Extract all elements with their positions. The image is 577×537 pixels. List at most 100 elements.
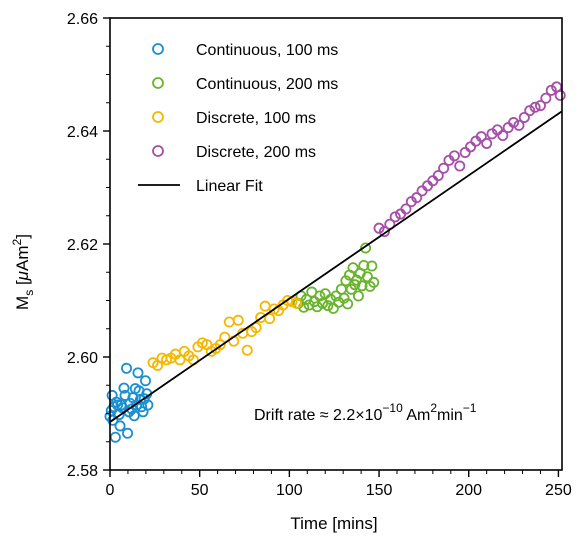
data-point <box>540 92 552 104</box>
y-axis-title-unit-open: [ <box>13 280 32 290</box>
data-point <box>368 276 380 288</box>
data-point <box>250 322 262 334</box>
data-point <box>107 414 119 426</box>
data-point <box>448 150 460 162</box>
series-3-points <box>147 294 303 371</box>
data-point <box>327 302 339 314</box>
data-point <box>352 290 364 302</box>
data-point <box>128 410 140 422</box>
plot-area <box>104 81 566 443</box>
data-point <box>454 160 466 172</box>
data-point <box>529 101 541 113</box>
data-point <box>389 211 401 223</box>
data-point <box>360 242 372 254</box>
data-point <box>311 301 323 313</box>
data-point <box>438 162 450 174</box>
data-point <box>378 226 390 238</box>
data-point <box>122 427 134 439</box>
data-point <box>347 262 359 274</box>
data-point <box>432 170 444 182</box>
data-point <box>481 137 493 149</box>
data-point <box>232 314 244 326</box>
data-point <box>314 290 326 302</box>
series-2-points <box>292 242 380 314</box>
data-point <box>554 89 566 101</box>
y-axis-title-unit: Am <box>13 245 32 271</box>
data-point <box>223 316 235 328</box>
data-point <box>142 399 154 411</box>
y-axis-title: Ms [μAm2] <box>10 234 36 310</box>
data-point <box>118 382 130 394</box>
data-point <box>342 298 354 310</box>
y-axis-title-unit-close: ] <box>13 234 32 239</box>
drift-rate-unit-min-exponent: −1 <box>463 401 477 415</box>
data-point <box>322 300 334 312</box>
data-point <box>174 354 186 366</box>
data-point <box>427 175 439 187</box>
y-tick-label: 2.58 <box>67 463 98 480</box>
legend-marker <box>152 145 164 157</box>
y-tick-label: 2.64 <box>67 124 98 141</box>
data-point <box>524 105 536 117</box>
y-axis-title-main: M <box>13 296 32 310</box>
drift-rate-exponent: −10 <box>382 401 403 415</box>
data-point <box>361 271 373 283</box>
data-point <box>400 203 412 215</box>
x-tick-label: 100 <box>276 482 303 499</box>
linear-fit-line <box>109 110 563 423</box>
x-tick-label: 150 <box>366 482 393 499</box>
data-point <box>416 185 428 197</box>
data-point <box>291 297 303 309</box>
drift-rate-text: Drift rate ≈ 2.2×10 <box>254 407 383 424</box>
axes: 0 50 100 150 200 250 2.58 2.60 2.62 2.64 2.66 <box>67 11 572 499</box>
data-point <box>366 260 378 272</box>
drift-rate-annotation: Drift rate ≈ 2.2×10−10 Am2min−1 <box>254 401 477 424</box>
drift-rate-unit-min: min <box>437 407 463 424</box>
data-point <box>508 117 520 129</box>
data-point <box>241 344 253 356</box>
data-point <box>545 84 557 96</box>
data-point <box>475 131 487 143</box>
data-point <box>421 180 433 192</box>
y-axis-title-mu: μ <box>13 270 32 281</box>
legend-marker <box>152 77 164 89</box>
data-point <box>121 362 133 374</box>
drift-rate-unit: Am <box>403 407 431 424</box>
data-point <box>140 375 152 387</box>
data-point <box>338 292 350 304</box>
data-point <box>132 367 144 379</box>
x-tick-label: 250 <box>545 482 572 499</box>
data-point <box>134 393 146 405</box>
data-point <box>465 141 477 153</box>
data-point <box>534 100 546 112</box>
data-point <box>497 130 509 142</box>
legend-marker <box>152 43 164 55</box>
x-tick-label: 50 <box>191 482 209 499</box>
legend-label: Linear Fit <box>196 178 263 195</box>
data-point <box>356 280 368 292</box>
legend-marker <box>152 111 164 123</box>
data-point <box>109 431 121 443</box>
data-point <box>518 111 530 123</box>
data-point <box>513 119 525 131</box>
series-1-points <box>104 362 154 443</box>
legend-label: Discrete, 100 ms <box>196 110 316 127</box>
series-4-points <box>373 81 566 238</box>
y-axis-title-subscript: s <box>22 290 36 296</box>
data-point <box>114 420 126 432</box>
legend-label: Continuous, 100 ms <box>196 42 338 59</box>
data-point <box>264 313 276 325</box>
data-point <box>340 275 352 287</box>
y-tick-label: 2.66 <box>67 11 98 28</box>
y-tick-label: 2.60 <box>67 350 98 367</box>
x-tick-label: 200 <box>455 482 482 499</box>
drift-rate-unit-exponent: 2 <box>430 401 437 415</box>
legend: Continuous, 100 ms Continuous, 200 ms Disc… <box>138 42 338 195</box>
legend-label: Continuous, 200 ms <box>196 76 338 93</box>
data-point <box>358 259 370 271</box>
y-axis-title-unit-superscript: 2 <box>10 238 24 245</box>
data-point <box>219 331 231 343</box>
y-tick-label: 2.62 <box>67 237 98 254</box>
legend-label: Discrete, 200 ms <box>196 144 316 161</box>
